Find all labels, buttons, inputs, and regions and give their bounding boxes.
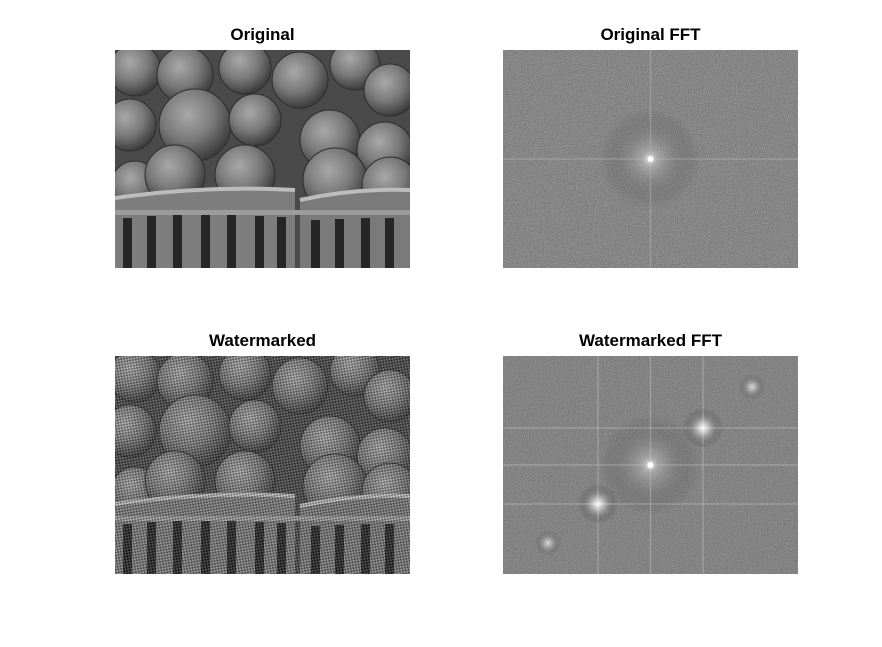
image-original (115, 50, 410, 268)
image-watermarked-fft (503, 356, 798, 574)
title-original: Original (230, 25, 295, 44)
title-original-fft: Original FFT (600, 25, 701, 44)
image-original-fft (503, 50, 798, 268)
title-watermarked: Watermarked (208, 331, 317, 350)
title-watermarked-fft: Watermarked FFT (579, 331, 722, 350)
image-watermarked (115, 356, 410, 574)
